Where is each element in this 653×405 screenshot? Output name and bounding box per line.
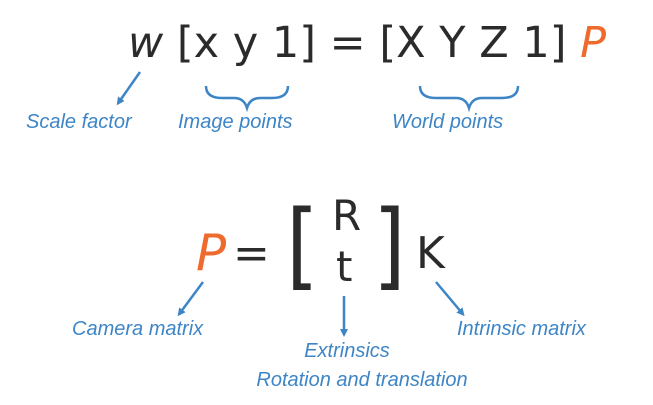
world-points-vector: [X Y Z 1] [379, 18, 567, 68]
scale-symbol: w [128, 18, 164, 68]
rotation-entry: R [332, 191, 362, 240]
equals-sign: = [329, 18, 366, 68]
camera-matrix-arrow [177, 281, 205, 317]
camera-matrix-label: Camera matrix [72, 318, 204, 340]
intrinsic-matrix-label: Intrinsic matrix [457, 318, 586, 340]
scale-factor-label: Scale factor [26, 111, 132, 133]
intrinsic-symbol: K [416, 228, 445, 279]
intrinsic-matrix-arrow [435, 281, 465, 317]
equals-sign-2: = [233, 228, 270, 279]
world-points-label: World points [392, 111, 504, 133]
world-points-brace [418, 85, 520, 113]
rotation-translation-label: Rotation and translation [256, 369, 468, 391]
projection-equation: w [x y 1] = [X Y Z 1] P [128, 22, 606, 65]
image-points-vector: [x y 1] [176, 18, 316, 68]
left-bracket: [ [286, 190, 319, 300]
image-points-label: Image points [178, 111, 293, 133]
camera-matrix-symbol: P [580, 18, 607, 68]
camera-matrix-lhs: P [196, 224, 227, 282]
right-bracket: ] [373, 190, 406, 300]
image-points-brace [204, 85, 290, 113]
scale-factor-arrow [116, 71, 142, 106]
extrinsics-label: Extrinsics [304, 340, 390, 362]
translation-entry: t [336, 242, 353, 291]
